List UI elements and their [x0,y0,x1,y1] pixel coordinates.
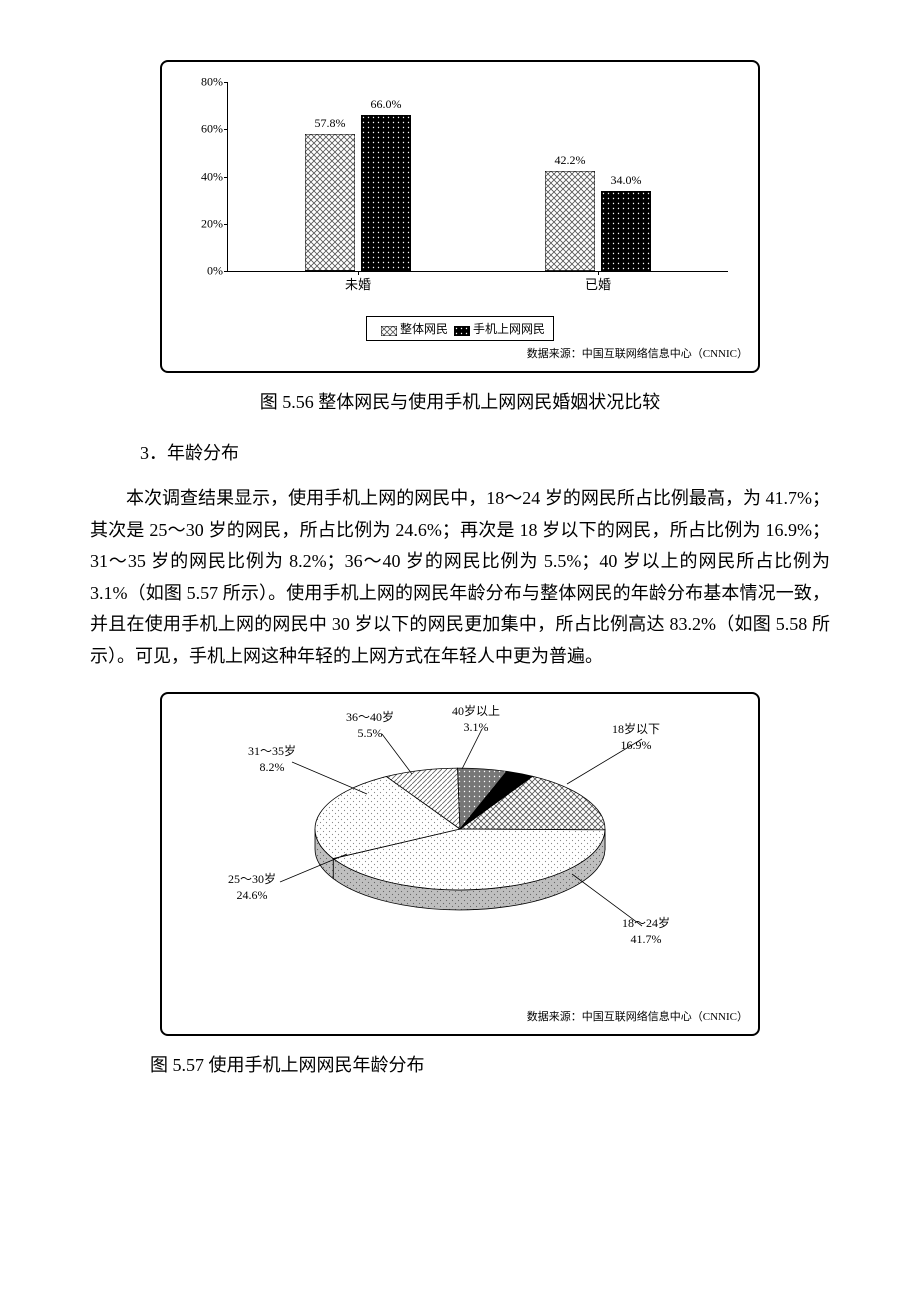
pie-slice-label: 40岁以上3.1% [452,704,500,735]
pie-slice-label: 18～24岁41.7% [622,916,670,947]
bar-chart-source: 数据来源：中国互联网络信息中心（CNNIC） [172,345,748,361]
pie-chart-source: 数据来源：中国互联网络信息中心（CNNIC） [172,1008,748,1024]
pie-chart-caption: 图 5.57 使用手机上网网民年龄分布 [150,1051,830,1077]
bar-chart-container: 0%20%40%60%80%未婚57.8%66.0%已婚42.2%34.0% 整… [160,60,760,373]
pie-slice-label: 18岁以下16.9% [612,722,660,753]
section-heading-age: 3．年龄分布 [140,439,830,465]
pie-chart: 18岁以下16.9% 18～24岁41.7% 25～30岁24.6% 31～35岁8.… [172,704,748,1004]
body-paragraph: 本次调查结果显示，使用手机上网的网民中，18～24 岁的网民所占比例最高，为 4… [90,483,830,672]
bar-chart: 0%20%40%60%80%未婚57.8%66.0%已婚42.2%34.0% [172,72,748,312]
pie-chart-container: 18岁以下16.9% 18～24岁41.7% 25～30岁24.6% 31～35岁8.… [160,692,760,1036]
pie-slice-label: 25～30岁24.6% [228,872,276,903]
pie-slice-label: 31～35岁8.2% [248,744,296,775]
pie-slice-label: 36～40岁5.5% [346,710,394,741]
bar-chart-caption: 图 5.56 整体网民与使用手机上网网民婚姻状况比较 [90,388,830,414]
bar-chart-legend: 整体网民手机上网网民 [366,316,554,341]
